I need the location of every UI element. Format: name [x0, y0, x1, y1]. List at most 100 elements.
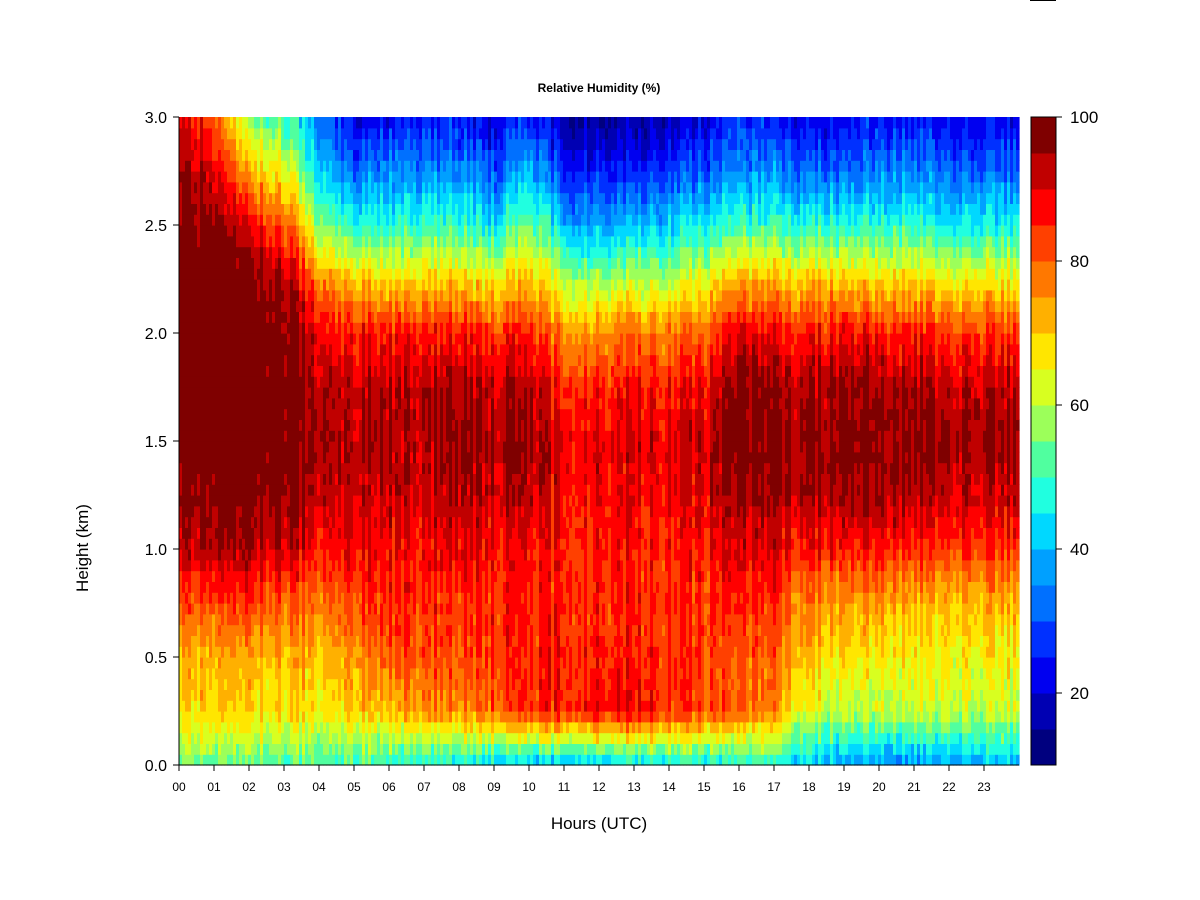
- heat-cell: [332, 127, 336, 140]
- heat-cell: [215, 397, 219, 410]
- heat-cell: [263, 689, 267, 701]
- heat-cell: [293, 505, 297, 518]
- heat-cell: [320, 408, 324, 420]
- heat-cell: [230, 430, 234, 442]
- heat-cell: [218, 678, 222, 690]
- heat-cell: [239, 354, 243, 366]
- heat-cell: [260, 678, 264, 690]
- heat-cell: [326, 192, 330, 204]
- heat-cell: [182, 667, 186, 680]
- heat-cell: [218, 570, 222, 582]
- heat-cell: [263, 678, 267, 690]
- heat-cell: [242, 279, 246, 291]
- heat-cell: [329, 657, 333, 669]
- heat-cell: [341, 613, 345, 626]
- heat-cell: [350, 430, 354, 442]
- heat-cell: [200, 225, 204, 237]
- heat-cell: [311, 678, 315, 690]
- heat-cell: [290, 549, 294, 561]
- heat-cell: [275, 300, 279, 312]
- heat-cell: [245, 462, 249, 474]
- heat-cell: [218, 419, 222, 431]
- heat-cell: [326, 171, 330, 183]
- heat-cell: [236, 657, 240, 669]
- heat-cell: [344, 732, 348, 744]
- heat-cell: [248, 441, 252, 453]
- heat-cell: [305, 138, 309, 150]
- heat-cell: [266, 635, 270, 647]
- heat-cell: [281, 657, 285, 669]
- heat-cell: [284, 754, 288, 766]
- heat-cell: [326, 613, 330, 626]
- heat-cell: [335, 516, 339, 528]
- heat-cell: [242, 343, 246, 356]
- heat-cell: [302, 527, 306, 539]
- heat-cell: [266, 160, 270, 172]
- heat-cell: [209, 700, 213, 712]
- heat-cell: [287, 549, 291, 561]
- heat-cell: [254, 387, 258, 399]
- heat-cell: [215, 721, 219, 734]
- heat-cell: [242, 214, 246, 226]
- heat-cell: [272, 473, 276, 485]
- heat-cell: [314, 311, 318, 323]
- heat-cell: [197, 721, 201, 734]
- heat-cell: [347, 603, 351, 615]
- heat-cell: [344, 624, 348, 636]
- heat-cell: [179, 711, 183, 723]
- heat-cell: [302, 192, 306, 204]
- heat-cell: [230, 181, 234, 194]
- heat-cell: [254, 225, 258, 237]
- heat-cell: [296, 559, 300, 572]
- heat-cell: [239, 138, 243, 150]
- heat-cell: [194, 279, 198, 291]
- heat-cell: [329, 441, 333, 453]
- heat-cell: [227, 754, 231, 766]
- heat-cell: [287, 257, 291, 269]
- heat-cell: [305, 289, 309, 302]
- heat-cell: [332, 711, 336, 723]
- heat-cell: [341, 743, 345, 755]
- heat-cell: [275, 279, 279, 291]
- heat-cell: [278, 311, 282, 323]
- heat-cell: [341, 495, 345, 507]
- heat-cell: [323, 754, 327, 766]
- heat-cell: [341, 160, 345, 172]
- heat-cell: [290, 743, 294, 755]
- heat-cell: [341, 754, 345, 766]
- heat-cell: [347, 495, 351, 507]
- heat-cell: [200, 721, 204, 734]
- heat-cell: [278, 592, 282, 604]
- heat-cell: [305, 743, 309, 755]
- heat-cell: [194, 689, 198, 701]
- heat-cell: [236, 160, 240, 172]
- heat-cell: [212, 657, 216, 669]
- heat-cell: [356, 246, 360, 258]
- heat-cell: [233, 419, 237, 431]
- heat-cell: [254, 279, 258, 291]
- heat-cell: [200, 257, 204, 269]
- heat-cell: [317, 570, 321, 582]
- heat-cell: [200, 149, 204, 161]
- heat-cell: [296, 732, 300, 744]
- heat-cell: [194, 127, 198, 140]
- heat-cell: [296, 527, 300, 539]
- heat-cell: [275, 646, 279, 658]
- heat-cell: [314, 451, 318, 464]
- heat-cell: [257, 160, 261, 172]
- heat-cell: [347, 117, 351, 129]
- heat-cell: [329, 419, 333, 431]
- heat-cell: [341, 570, 345, 582]
- heat-cell: [212, 289, 216, 302]
- heat-cell: [320, 743, 324, 755]
- heat-cell: [269, 451, 273, 464]
- heat-cell: [251, 300, 255, 312]
- heat-cell: [206, 549, 210, 561]
- heat-cell: [314, 333, 318, 345]
- heat-cell: [206, 430, 210, 442]
- heat-cell: [182, 743, 186, 755]
- heat-cell: [335, 387, 339, 399]
- heat-cell: [260, 603, 264, 615]
- heat-cell: [296, 549, 300, 561]
- heat-cell: [230, 160, 234, 172]
